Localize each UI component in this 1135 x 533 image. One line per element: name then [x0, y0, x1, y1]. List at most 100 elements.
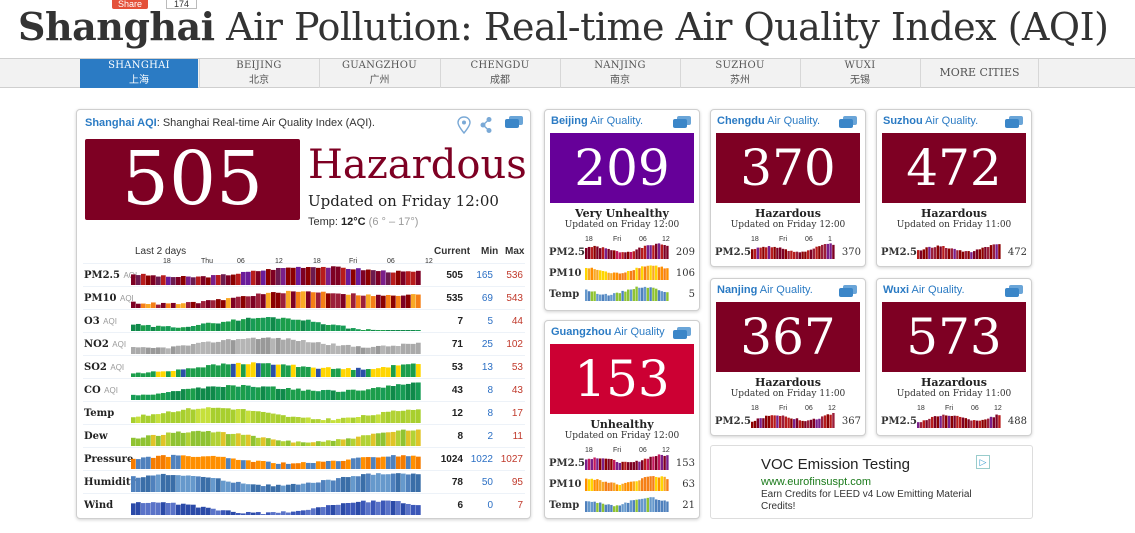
time-tick: 18	[163, 258, 171, 265]
embed-widget-icon[interactable]	[839, 285, 857, 297]
city-row-temp[interactable]: Temp 5	[549, 285, 699, 303]
embed-widget-icon[interactable]	[673, 116, 691, 128]
nav-item-beijing[interactable]: BEIJING 北京	[199, 59, 318, 88]
max-value: 44	[511, 316, 523, 327]
city-updated-time: Updated on Friday 11:00	[730, 389, 846, 399]
card-title-rest: Air Quality.	[587, 115, 644, 127]
card-title-city[interactable]: Beijing	[551, 115, 588, 127]
nav-label: GUANGZHOU	[341, 60, 418, 71]
card-title-city[interactable]: Shanghai AQI	[85, 117, 157, 129]
pollutant-row-dew[interactable]: Dew 8 2 11	[83, 424, 525, 447]
city-row-pm10[interactable]: PM10 63	[549, 475, 699, 493]
nav-item-chengdu[interactable]: CHENGDU 成都	[440, 59, 559, 88]
column-header-current: Current	[434, 246, 471, 257]
city-aqi-value: 370	[716, 133, 860, 203]
pollutant-row-co[interactable]: CO AQI 43 8 43	[83, 378, 525, 401]
main-updated-time: Updated on Friday 12:00	[308, 192, 499, 210]
pollutant-name: Temp	[84, 408, 115, 419]
nav-label-zh: 北京	[249, 75, 269, 86]
city-card-beijing[interactable]: Beijing Air Quality. 209 Very Unhealthy Upd…	[544, 109, 700, 311]
nav-item-nanjing[interactable]: NANJING 南京	[560, 59, 679, 88]
pollutant-row-pm10[interactable]: PM10 AQI 535 69 543	[83, 286, 525, 309]
current-value: 370	[841, 247, 861, 258]
nav-item-shanghai[interactable]: SHANGHAI 上海	[80, 59, 198, 88]
temp-label: Temp:	[308, 216, 342, 228]
city-card-nanjing[interactable]: Nanjing Air Quality. 367 Hazardous Updated …	[710, 278, 866, 436]
current-value: 43	[451, 385, 463, 396]
city-row-pm10[interactable]: PM10 106	[549, 264, 699, 282]
embed-widget-icon[interactable]	[1005, 116, 1023, 128]
nav-item-wuxi[interactable]: WUXI 无锡	[800, 59, 919, 88]
current-value: 106	[675, 268, 695, 279]
city-updated-time: Updated on Friday 12:00	[564, 431, 680, 441]
pollutant-row-so2[interactable]: SO2 AQI 53 13 53	[83, 355, 525, 378]
pollutant-row-humidity[interactable]: Humidity 78 50 95	[83, 470, 525, 493]
time-tick: 1	[828, 236, 832, 243]
embed-widget-icon[interactable]	[673, 327, 691, 339]
embed-widget-icon[interactable]	[839, 116, 857, 128]
map-pin-icon[interactable]	[457, 116, 471, 134]
time-tick: Fri	[945, 405, 954, 412]
city-card-chengdu[interactable]: Chengdu Air Quality. 370 Hazardous Updated …	[710, 109, 866, 267]
card-title-rest: Air Quality.	[922, 115, 979, 127]
share-button[interactable]: Share	[112, 0, 149, 9]
ad-url[interactable]: www.eurofinsuspt.com	[761, 476, 872, 488]
advertisement[interactable]: VOC Emission Testing www.eurofinsuspt.co…	[710, 445, 1033, 519]
current-value: 53	[451, 362, 463, 373]
pollutant-row-pressure[interactable]: Pressure 1024 1022 1027	[83, 447, 525, 470]
nav-item-more-cities[interactable]: MORE CITIES	[920, 59, 1039, 88]
time-tick: Fri	[613, 447, 622, 454]
city-row-pm25[interactable]: PM2.5 367	[715, 412, 865, 430]
share-button-label: Share	[118, 0, 143, 9]
ad-title[interactable]: VOC Emission Testing	[761, 456, 910, 473]
pollutant-sparkline	[751, 243, 835, 259]
city-row-pm25[interactable]: PM2.5 488	[881, 412, 1031, 430]
nav-item-suzhou[interactable]: SUZHOU 苏州	[680, 59, 799, 88]
time-tick: 06	[639, 236, 647, 243]
city-row-pm25[interactable]: PM2.5 153	[549, 454, 699, 472]
min-value: 2	[487, 431, 493, 442]
card-title-rest: Air Quality.	[909, 284, 965, 296]
time-tick: 18	[585, 447, 593, 454]
card-title: Beijing Air Quality.	[551, 115, 643, 127]
card-title-city[interactable]: Suzhou	[883, 115, 923, 127]
card-title-rest: Air Quality.	[764, 115, 821, 127]
embed-widget-icon[interactable]	[505, 116, 523, 128]
nav-item-guangzhou[interactable]: GUANGZHOU 广州	[319, 59, 439, 88]
city-row-pm25[interactable]: PM2.5 209	[549, 243, 699, 261]
time-tick: Fri	[613, 236, 622, 243]
pollutant-row-temp[interactable]: Temp 12 8 17	[83, 401, 525, 424]
ad-choices-icon[interactable]: ▷	[976, 455, 990, 469]
card-title-city[interactable]: Wuxi	[883, 284, 910, 296]
card-title-city[interactable]: Chengdu	[717, 115, 765, 127]
card-title-city[interactable]: Guangzhou	[551, 326, 612, 338]
column-header-min: Min	[481, 246, 499, 257]
current-value: 505	[446, 270, 463, 281]
pollutant-row-pm25[interactable]: PM2.5 AQI 505 165 536	[83, 263, 525, 286]
max-value: 53	[511, 362, 523, 373]
pollutant-row-o3[interactable]: O3 AQI 7 5 44	[83, 309, 525, 332]
city-row-pm25[interactable]: PM2.5 370	[715, 243, 865, 261]
main-aqi-value: 505	[85, 139, 300, 220]
nav-label-zh: 苏州	[730, 75, 750, 86]
city-card-guangzhou[interactable]: Guangzhou Air Quality 153 Unhealthy Updated…	[544, 320, 700, 519]
time-tick: 06	[805, 405, 813, 412]
card-title: Guangzhou Air Quality	[551, 326, 665, 338]
city-card-wuxi[interactable]: Wuxi Air Quality. 573 Hazardous Updated on …	[876, 278, 1032, 436]
card-title-city[interactable]: Nanjing	[717, 284, 758, 296]
city-card-suzhou[interactable]: Suzhou Air Quality. 472 Hazardous Updated o…	[876, 109, 1032, 267]
time-tick: Fri	[349, 258, 358, 265]
current-value: 78	[451, 477, 463, 488]
time-tick: Fri	[779, 405, 788, 412]
city-aqi-level: Hazardous	[921, 207, 987, 220]
city-row-pm25[interactable]: PM2.5 472	[881, 243, 1031, 261]
city-aqi-value: 573	[882, 302, 1026, 372]
pollutant-row-no2[interactable]: NO2 AQI 71 25 102	[83, 332, 525, 355]
network-share-icon[interactable]	[479, 116, 493, 134]
nav-label: SUZHOU	[715, 60, 765, 71]
pollutant-name: Humidity	[84, 477, 137, 488]
embed-widget-icon[interactable]	[1005, 285, 1023, 297]
pollutant-row-wind[interactable]: Wind 6 0 7	[83, 493, 525, 516]
city-updated-time: Updated on Friday 11:00	[896, 220, 1012, 230]
city-row-temp[interactable]: Temp 21	[549, 496, 699, 514]
